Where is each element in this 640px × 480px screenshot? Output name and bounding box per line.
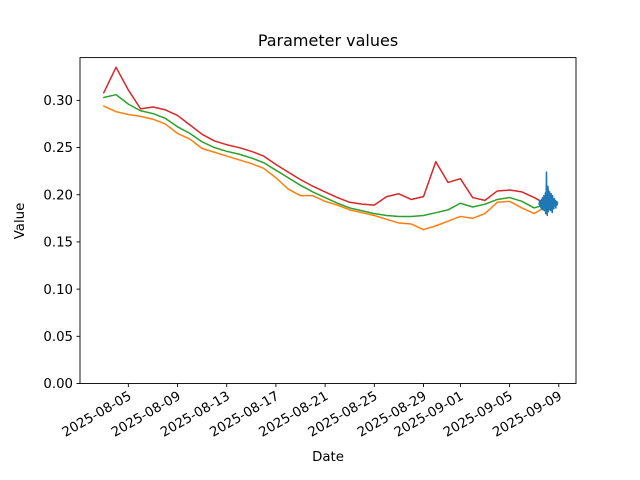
- y-tick-label: 0.20: [43, 188, 73, 203]
- y-tick-label: 0.00: [43, 377, 73, 392]
- y-tick-label: 0.05: [43, 330, 73, 345]
- chart-title: Parameter values: [258, 31, 398, 50]
- series-param-green-daily-line: [102, 93, 548, 218]
- series-lines: [102, 66, 559, 231]
- x-axis-ticks: 2025-08-052025-08-092025-08-132025-08-17…: [60, 383, 565, 441]
- y-tick-label: 0.25: [43, 141, 73, 156]
- series-param-orange-daily-line: [102, 105, 548, 231]
- y-axis-ticks: 0.00 0.05 0.10 0.15 0.20 0.25 0.30: [43, 94, 80, 392]
- plot-area-border: [79, 57, 577, 384]
- y-tick-label: 0.30: [43, 94, 73, 109]
- y-axis-label: Value: [13, 203, 28, 240]
- y-tick-label: 0.15: [43, 236, 73, 251]
- series-param-blue-intraday-line: [538, 171, 559, 217]
- x-axis-label: Date: [312, 450, 344, 465]
- y-tick-label: 0.10: [43, 283, 73, 298]
- series-param-red-daily-line: [102, 66, 548, 206]
